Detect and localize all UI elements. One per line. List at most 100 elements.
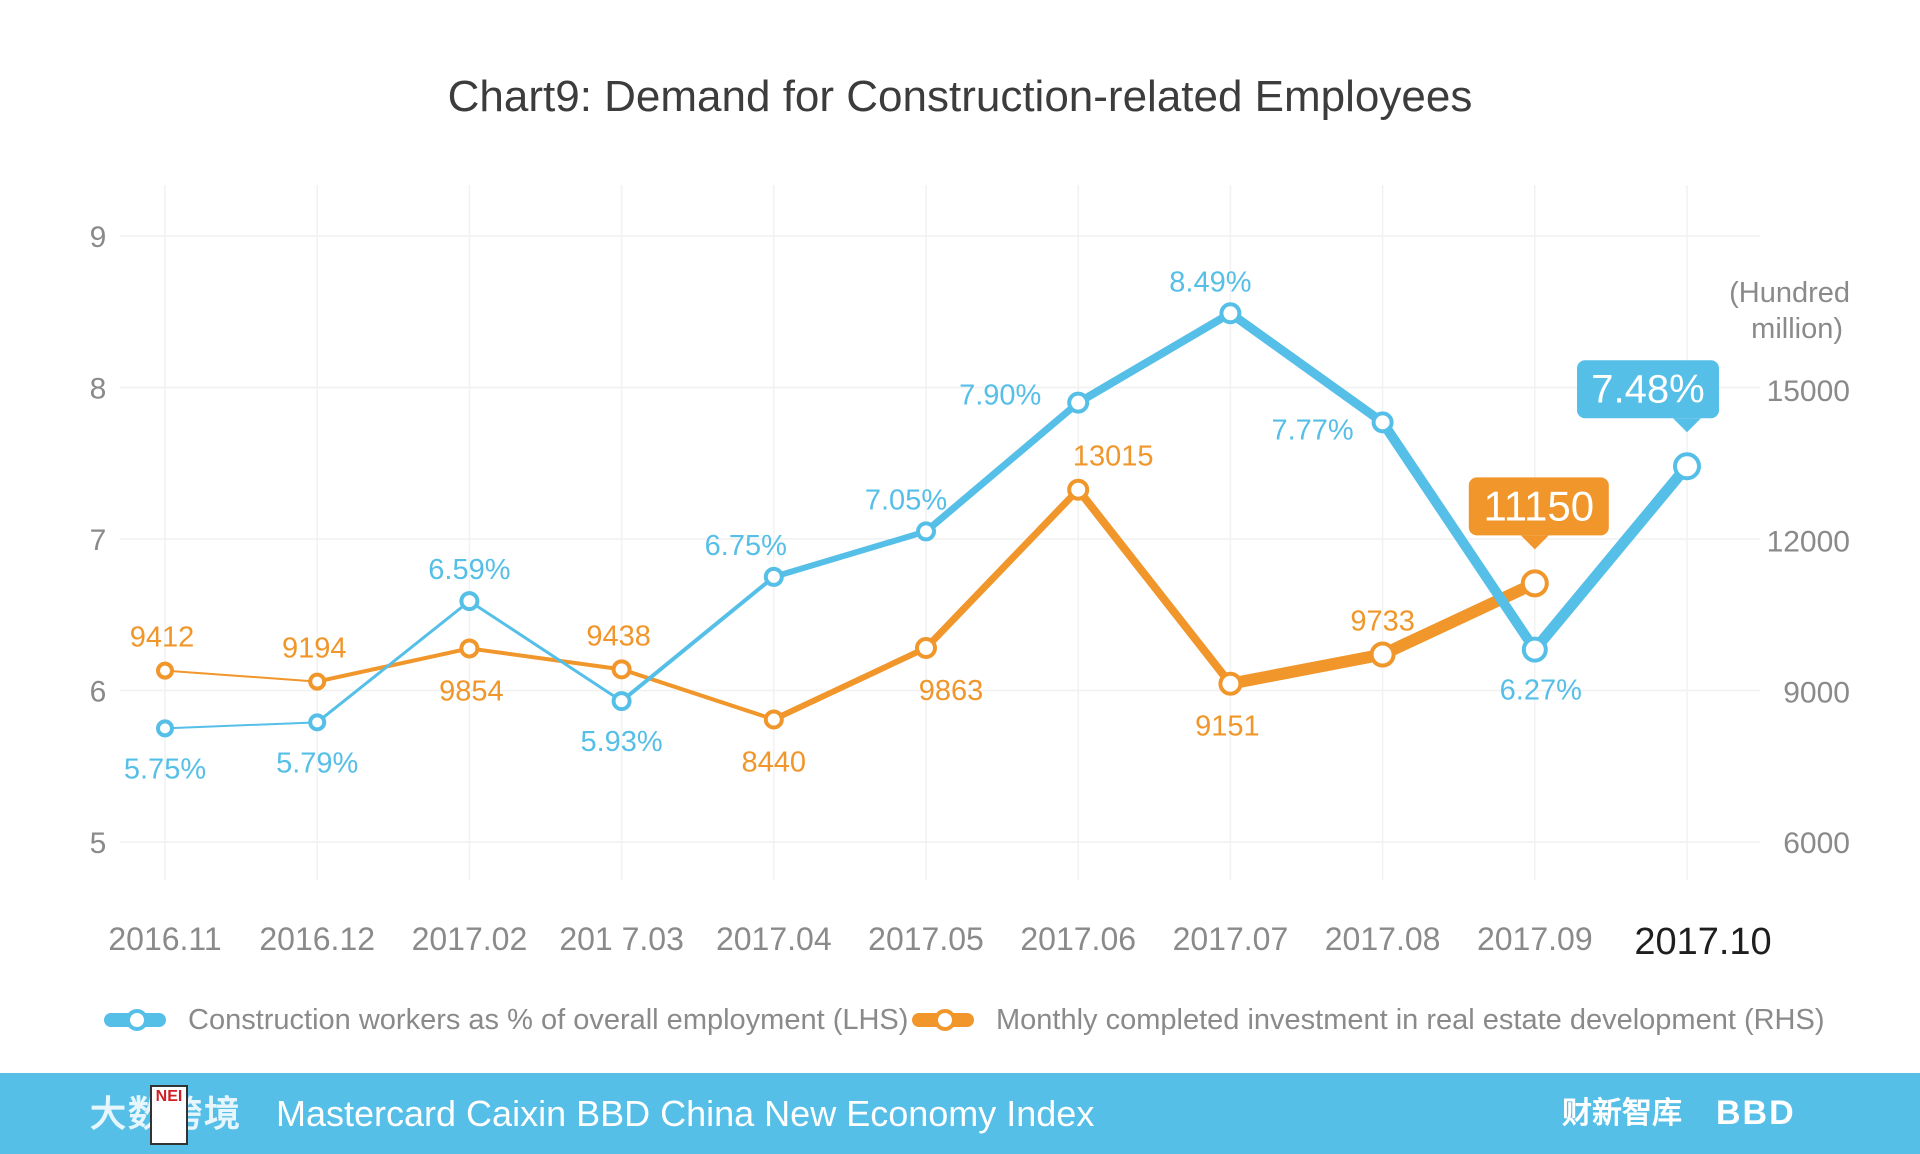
x-tick-label: 2017.09 — [1477, 921, 1593, 957]
point-construction — [763, 566, 784, 587]
line-segment-construction — [1225, 308, 1388, 427]
line-segment-investment — [619, 667, 776, 722]
chart-plot: 9 8 7 6 5 15000 12000 9000 6000 (Hundred million) 2… — [90, 185, 1850, 963]
line-segment-construction — [770, 528, 929, 580]
callout-pointer-investment — [1520, 535, 1549, 550]
line-segment-construction — [467, 599, 624, 703]
footer-title: Mastercard Caixin BBD China New Economy … — [276, 1093, 1095, 1134]
y-right-tick-label: 15000 — [1767, 375, 1850, 408]
point-investment — [459, 638, 480, 659]
point-construction — [1521, 636, 1548, 663]
y-right-unit-line1: (Hundred — [1729, 277, 1850, 309]
data-label-investment: 9854 — [439, 675, 504, 707]
x-tick-label: 2017.08 — [1325, 921, 1441, 957]
line-segment-construction — [315, 599, 471, 724]
y-left-tick-label: 8 — [90, 373, 107, 406]
data-label-investment: 13015 — [1073, 441, 1154, 473]
x-tick-label: 2016.11 — [108, 921, 221, 957]
footer-logo-caixin: 财新智库 — [1562, 1097, 1682, 1130]
line-segment-investment — [1376, 577, 1541, 661]
data-label-construction: 6.27% — [1500, 675, 1582, 707]
point-construction — [156, 719, 174, 738]
point-construction — [916, 521, 936, 542]
x-tick-label: 2017.06 — [1020, 921, 1136, 957]
data-label-construction: 5.79% — [276, 747, 358, 779]
callout-label-investment: 11150 — [1484, 482, 1595, 529]
data-label-construction: 6.59% — [428, 554, 510, 586]
legend-label-investment: Monthly completed investment in real est… — [996, 1003, 1825, 1036]
legend-item-construction: Construction workers as % of overall emp… — [104, 998, 908, 1042]
y-left-tick-label: 9 — [90, 221, 107, 254]
x-tick-label: 2017.10 — [1634, 921, 1771, 963]
line-segment-construction — [922, 399, 1082, 535]
y-left-tick-label: 7 — [90, 524, 107, 557]
line-segment-investment — [770, 644, 929, 723]
point-investment — [156, 661, 174, 680]
point-construction — [1219, 302, 1242, 325]
line-segment-investment — [1224, 648, 1389, 690]
point-construction — [1067, 391, 1090, 414]
data-label-investment: 8440 — [742, 746, 807, 778]
point-investment — [611, 659, 632, 680]
y-right-tick-label: 6000 — [1783, 827, 1850, 860]
x-tick-label: 2017.05 — [868, 921, 984, 957]
point-construction — [611, 691, 632, 712]
legend-label-construction: Construction workers as % of overall emp… — [188, 1003, 909, 1036]
x-tick-label: 2017.02 — [412, 921, 528, 957]
chart-title: Chart9: Demand for Construction-related … — [447, 72, 1473, 121]
data-label-investment: 9438 — [586, 620, 651, 652]
data-label-construction: 5.75% — [124, 753, 206, 785]
legend-item-investment: Monthly completed investment in real est… — [912, 998, 1825, 1042]
point-investment — [915, 636, 937, 659]
footer-banner: 大数跨境 NEI Mastercard Caixin BBD China New… — [0, 1073, 1920, 1154]
point-investment — [1067, 478, 1090, 501]
data-label-investment: 9863 — [919, 675, 984, 707]
callout-box-construction — [1577, 360, 1719, 419]
footer-logo-bbd: BBD — [1716, 1094, 1796, 1132]
callout-pointer-construction — [1673, 418, 1701, 433]
footer-logo-left: 大数跨境 — [12, 1073, 242, 1154]
y-right-tick-label: 12000 — [1767, 526, 1850, 559]
line-segment-investment — [922, 486, 1082, 652]
nei-badge: NEI — [150, 1085, 188, 1145]
y-left-tick-label: 5 — [90, 827, 107, 860]
point-investment — [1218, 671, 1243, 696]
x-tick-label: 2017.04 — [716, 921, 832, 957]
point-investment — [1520, 569, 1549, 598]
y-right-unit-line2: million) — [1751, 313, 1843, 345]
x-tick-label: 2016.12 — [259, 921, 375, 957]
point-construction — [1371, 411, 1394, 434]
data-label-construction: 7.05% — [865, 484, 947, 516]
y-right-tick-label: 9000 — [1783, 676, 1850, 709]
point-construction — [308, 713, 327, 732]
line-segment-construction — [1529, 460, 1693, 656]
data-label-construction: 7.90% — [959, 380, 1041, 412]
line-segment-investment — [315, 646, 472, 684]
data-label-investment: 9194 — [282, 633, 347, 665]
line-segment-investment — [164, 669, 319, 683]
data-label-construction: 5.93% — [580, 726, 662, 758]
line-segment-construction — [619, 574, 776, 704]
legend-swatch-investment — [912, 1009, 974, 1031]
legend-swatch-construction — [104, 1009, 166, 1031]
callout-box-investment — [1468, 477, 1609, 536]
point-investment — [763, 709, 784, 730]
line-segment-investment — [467, 646, 624, 672]
data-label-investment: 9412 — [130, 622, 195, 654]
data-label-investment: 9733 — [1350, 606, 1415, 638]
point-construction — [1673, 452, 1701, 481]
line-segment-construction — [1377, 417, 1540, 655]
point-investment — [1369, 641, 1396, 668]
data-label-construction: 7.77% — [1271, 414, 1353, 446]
data-label-investment: 9151 — [1195, 711, 1260, 743]
line-segment-construction — [164, 721, 319, 730]
point-investment — [308, 672, 327, 691]
callout-label-construction: 7.48% — [1591, 367, 1704, 411]
x-tick-label: 201 7.03 — [559, 921, 684, 957]
y-left-tick-label: 6 — [90, 676, 107, 709]
data-label-construction: 8.49% — [1169, 266, 1251, 298]
line-segment-investment — [1074, 485, 1235, 688]
line-segment-construction — [1074, 309, 1235, 407]
point-construction — [459, 591, 480, 612]
x-tick-label: 2017.07 — [1173, 921, 1289, 957]
